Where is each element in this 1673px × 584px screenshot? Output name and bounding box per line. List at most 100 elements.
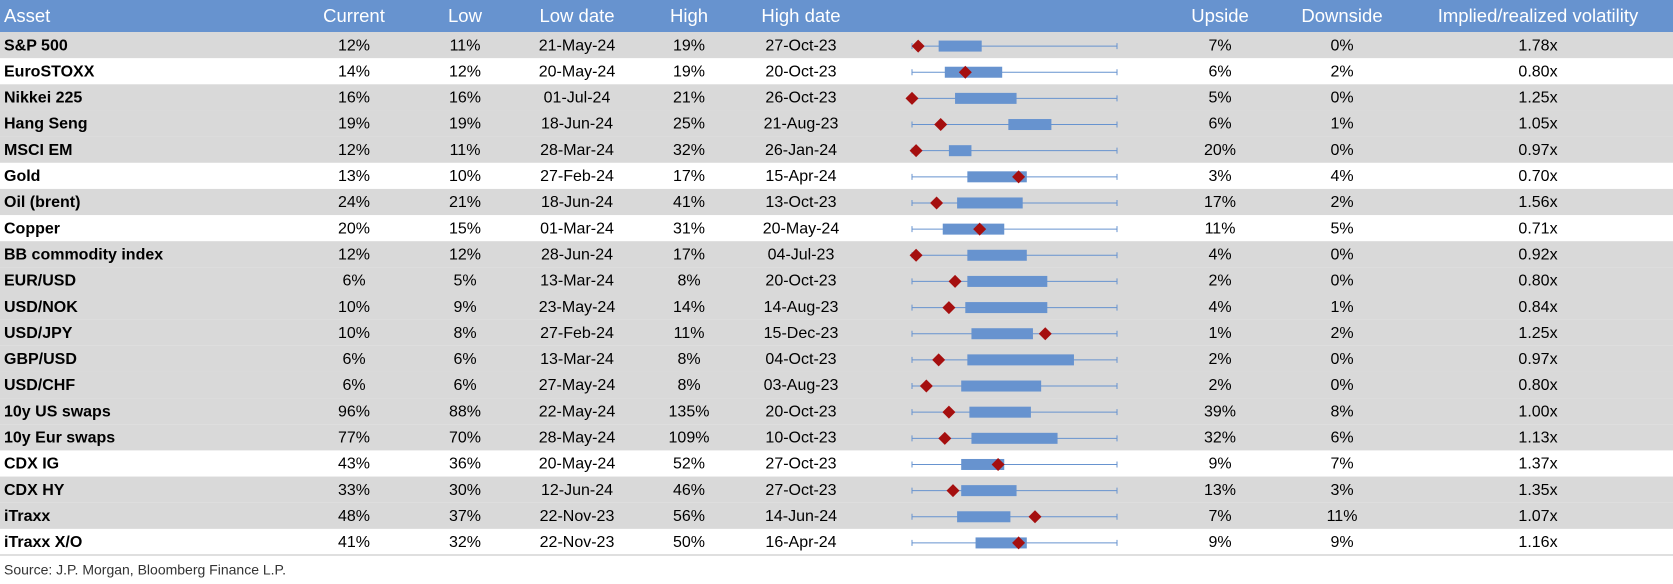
asset-name: Hang Seng bbox=[4, 116, 88, 133]
cell: 37% bbox=[449, 508, 481, 525]
cell: 0% bbox=[1330, 377, 1353, 394]
column-header: Upside bbox=[1191, 5, 1249, 26]
cell: 22-May-24 bbox=[539, 403, 616, 420]
cell: 0.80x bbox=[1518, 377, 1557, 394]
cell: 33% bbox=[338, 482, 370, 499]
cell: 9% bbox=[453, 299, 476, 316]
cell: 30% bbox=[449, 482, 481, 499]
asset-name: USD/CHF bbox=[4, 377, 75, 394]
range-box bbox=[1008, 119, 1052, 131]
cell: 36% bbox=[449, 456, 481, 473]
cell: 6% bbox=[453, 351, 476, 368]
cell: 16-Apr-24 bbox=[765, 534, 836, 551]
cell: 27-Feb-24 bbox=[540, 168, 614, 185]
cell: 26-Oct-23 bbox=[765, 90, 836, 107]
range-box bbox=[967, 275, 1048, 287]
row-shade bbox=[0, 476, 1673, 503]
range-box bbox=[948, 145, 972, 157]
header-bar bbox=[0, 0, 1673, 32]
cell: 10% bbox=[449, 168, 481, 185]
cell: 39% bbox=[1204, 403, 1236, 420]
cell: 28-May-24 bbox=[539, 430, 616, 447]
cell: 6% bbox=[1208, 116, 1231, 133]
cell: 6% bbox=[453, 377, 476, 394]
asset-name: S&P 500 bbox=[4, 37, 68, 54]
range-box bbox=[938, 40, 982, 52]
current-marker bbox=[905, 91, 919, 105]
asset-name: GBP/USD bbox=[4, 351, 77, 368]
column-header: Low bbox=[448, 5, 483, 26]
range-box bbox=[961, 458, 1005, 470]
cell: 1.78x bbox=[1518, 37, 1557, 54]
row-shade bbox=[0, 32, 1673, 59]
asset-name: EUR/USD bbox=[4, 273, 76, 290]
asset-name: Copper bbox=[4, 220, 60, 237]
cell: 16% bbox=[449, 90, 481, 107]
cell: 5% bbox=[1330, 220, 1353, 237]
cell: 11% bbox=[1205, 220, 1236, 237]
cell: 1.35x bbox=[1518, 482, 1557, 499]
current-marker bbox=[1012, 536, 1026, 550]
cell: 9% bbox=[1208, 456, 1231, 473]
cell: 31% bbox=[673, 220, 705, 237]
current-marker bbox=[930, 196, 944, 210]
row-shade bbox=[0, 241, 1673, 268]
cell: 22-Nov-23 bbox=[540, 534, 615, 551]
cell: 15-Apr-24 bbox=[765, 168, 836, 185]
asset-name: Gold bbox=[4, 168, 40, 185]
current-marker bbox=[973, 222, 987, 236]
range-box bbox=[957, 511, 1011, 523]
asset-name: USD/NOK bbox=[4, 299, 78, 316]
cell: 0% bbox=[1330, 351, 1353, 368]
range-box bbox=[967, 354, 1074, 366]
cell: 9% bbox=[1330, 534, 1353, 551]
cell: 27-Oct-23 bbox=[765, 37, 836, 54]
cell: 12% bbox=[449, 63, 481, 80]
current-marker bbox=[919, 379, 933, 393]
cell: 20% bbox=[338, 220, 370, 237]
cell: 20-Oct-23 bbox=[765, 63, 836, 80]
cell: 3% bbox=[1208, 168, 1231, 185]
row-shade bbox=[0, 502, 1673, 529]
cell: 04-Oct-23 bbox=[765, 351, 836, 368]
cell: 12% bbox=[338, 246, 370, 263]
row-shade bbox=[0, 188, 1673, 216]
cell: 6% bbox=[1208, 63, 1231, 80]
range-box bbox=[965, 302, 1048, 314]
cell: 4% bbox=[1208, 246, 1231, 263]
row-shade bbox=[0, 84, 1673, 111]
asset-name: iTraxx bbox=[4, 508, 50, 525]
cell: 03-Aug-23 bbox=[764, 377, 839, 394]
cell: 19% bbox=[338, 116, 370, 133]
cell: 2% bbox=[1208, 351, 1231, 368]
column-header: Downside bbox=[1301, 5, 1382, 26]
range-box bbox=[971, 328, 1033, 340]
range-box bbox=[955, 92, 1017, 104]
current-marker bbox=[991, 457, 1005, 471]
cell: 6% bbox=[1330, 430, 1353, 447]
cell: 15-Dec-23 bbox=[764, 325, 839, 342]
row-shade bbox=[0, 319, 1673, 346]
range-box bbox=[967, 249, 1027, 261]
current-marker bbox=[942, 405, 956, 419]
cell: 19% bbox=[673, 37, 705, 54]
column-header: High bbox=[670, 5, 708, 26]
column-header: High date bbox=[761, 5, 840, 26]
cell: 28-Jun-24 bbox=[541, 246, 613, 263]
cell: 1.25x bbox=[1518, 90, 1557, 107]
asset-name: EuroSTOXX bbox=[4, 63, 95, 80]
cell: 96% bbox=[338, 403, 370, 420]
cell: 6% bbox=[342, 273, 365, 290]
current-marker bbox=[911, 39, 925, 53]
cell: 27-May-24 bbox=[539, 377, 616, 394]
cell: 11% bbox=[674, 325, 705, 342]
cell: 1% bbox=[1208, 325, 1231, 342]
current-marker bbox=[946, 484, 960, 498]
asset-name: 10y US swaps bbox=[4, 403, 111, 420]
current-marker bbox=[932, 353, 946, 367]
asset-name: Nikkei 225 bbox=[4, 90, 82, 107]
cell: 17% bbox=[673, 246, 705, 263]
cell: 8% bbox=[677, 273, 700, 290]
current-marker bbox=[934, 118, 948, 132]
cell: 1.37x bbox=[1518, 456, 1557, 473]
